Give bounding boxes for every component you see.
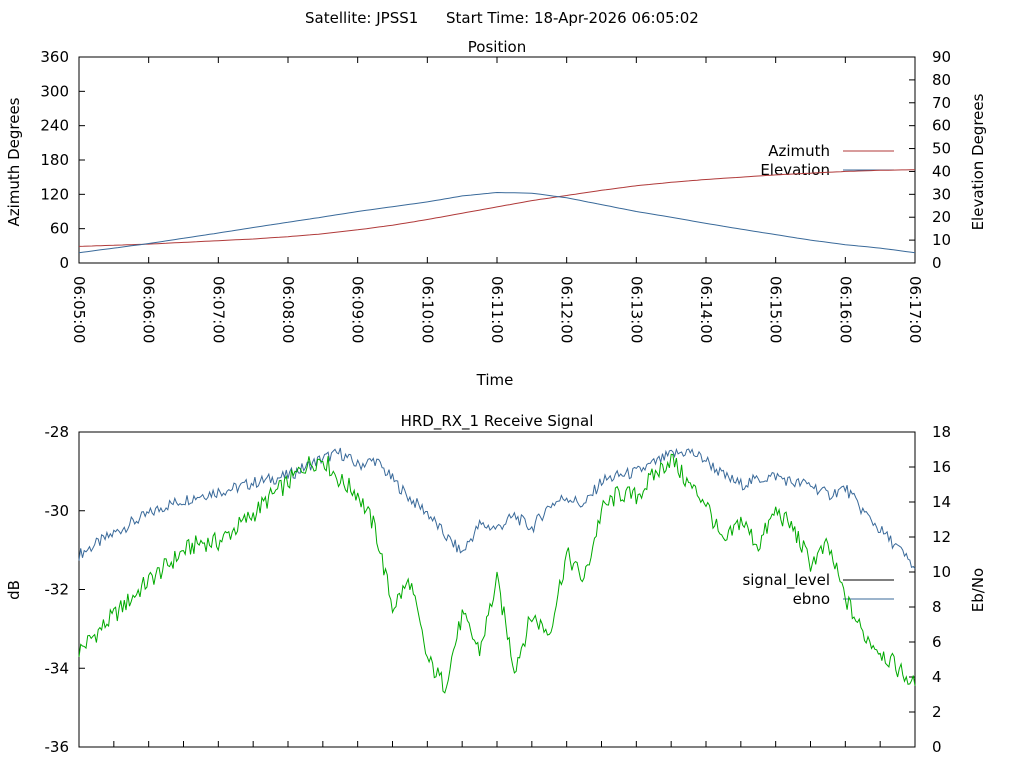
y-tick-label: -28 [45,423,70,441]
position-y2label: Elevation Degrees [969,93,987,230]
x-tick-label: 06:15:00 [767,276,785,343]
y-tick-label: 0 [59,254,69,272]
y2-tick-label: 8 [932,598,942,616]
legend-elevation-label: Elevation [760,161,830,179]
y2-tick-label: 0 [932,738,942,756]
y-tick-label: 120 [40,185,69,203]
y-tick-label: 60 [50,220,69,238]
x-tick-label: 06:17:00 [906,276,924,343]
satellite-label: Satellite: JPSS1 [305,9,418,27]
x-tick-label: 06:06:00 [140,276,158,343]
y2-tick-label: 80 [932,71,951,89]
signal-ylabel: dB [5,580,23,600]
series-ebno [78,447,916,569]
signal-title: HRD_RX_1 Receive Signal [401,412,594,431]
y2-tick-label: 6 [932,633,942,651]
position-xlabel: Time [476,371,514,389]
legend-ebno-label: ebno [793,590,830,608]
position-ylabel: Azimuth Degrees [5,97,23,226]
signal-y2label: Eb/No [969,568,987,612]
y2-tick-label: 30 [932,185,951,203]
y-tick-label: -32 [45,581,70,599]
position-title: Position [468,38,526,56]
series-elevation [78,191,916,254]
y2-tick-label: 90 [932,48,951,66]
y-tick-label: 300 [40,82,69,100]
x-tick-label: 06:07:00 [209,276,227,343]
x-tick-label: 06:16:00 [836,276,854,343]
y-tick-label: -34 [45,659,70,677]
y2-tick-label: 2 [932,703,942,721]
y-tick-label: 240 [40,117,69,135]
y2-tick-label: 20 [932,208,951,226]
y2-tick-label: 14 [932,493,951,511]
plot-frame [78,431,916,748]
y2-tick-label: 4 [932,668,942,686]
y-tick-label: 360 [40,48,69,66]
x-tick-label: 06:14:00 [697,276,715,343]
x-tick-label: 06:10:00 [418,276,436,343]
y-tick-label: 180 [40,151,69,169]
start-time-label: Start Time: 18-Apr-2026 06:05:02 [446,9,699,27]
y2-tick-label: 10 [932,563,951,581]
y2-tick-label: 0 [932,254,942,272]
y2-tick-label: 40 [932,162,951,180]
y2-tick-label: 12 [932,528,951,546]
y2-tick-label: 70 [932,94,951,112]
x-tick-label: 06:12:00 [558,276,576,343]
y2-tick-label: 16 [932,458,951,476]
y-tick-label: -30 [45,502,70,520]
x-tick-label: 06:11:00 [488,276,506,343]
plot-frame [78,56,916,264]
series-trace-green [78,453,916,694]
y2-tick-label: 10 [932,231,951,249]
x-tick-label: 06:13:00 [627,276,645,343]
x-tick-label: 06:09:00 [349,276,367,343]
legend-azimuth-label: Azimuth [768,142,830,160]
series-azimuth [78,169,916,247]
y2-tick-label: 60 [932,117,951,135]
x-tick-label: 06:05:00 [70,276,88,343]
legend-signal-level-label: signal_level [742,571,830,590]
y2-tick-label: 50 [932,140,951,158]
x-tick-label: 06:08:00 [279,276,297,343]
y-tick-label: -36 [45,738,70,756]
y2-tick-label: 18 [932,423,951,441]
